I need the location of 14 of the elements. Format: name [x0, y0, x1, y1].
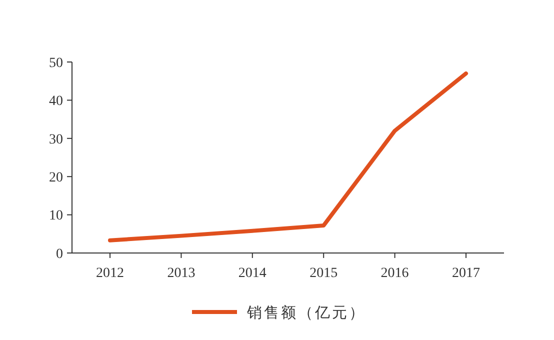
x-tick-label: 2015 [310, 266, 338, 281]
y-tick-label: 20 [49, 170, 63, 186]
x-tick-label: 2013 [167, 266, 196, 281]
y-tick-label: 0 [56, 246, 63, 262]
x-tick-label: 2017 [452, 266, 480, 281]
y-tick-label: 40 [49, 94, 63, 110]
legend-label: 销售额（亿元） [246, 304, 366, 322]
x-tick-label: 2012 [96, 266, 124, 281]
y-tick-label: 30 [49, 132, 63, 148]
x-tick-label: 2016 [380, 266, 409, 281]
line-series [108, 71, 468, 242]
y-tick-label: 50 [49, 56, 63, 71]
x-tick-label: 2014 [238, 266, 266, 281]
y-tick-label: 10 [49, 208, 63, 224]
